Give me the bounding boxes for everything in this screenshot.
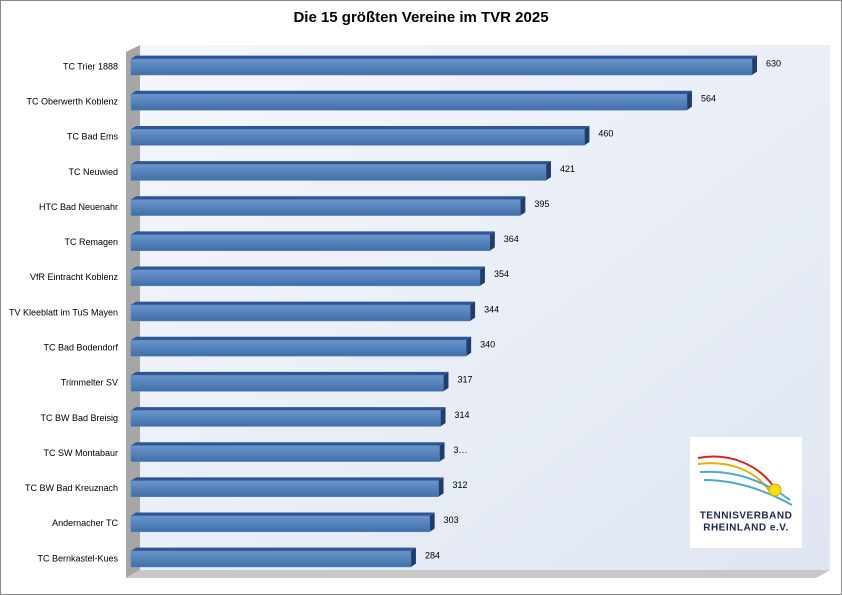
bars: TC Trier 1888 630 TC Oberwerth Koblenz 564 T…	[9, 55, 781, 568]
category-label: TC Trier 1888	[63, 61, 118, 71]
category-label: TC BW Bad Kreuznach	[25, 483, 118, 493]
floor	[126, 570, 830, 578]
bar-side	[410, 547, 416, 567]
category-label: TV Kleeblatt im TuS Mayen	[9, 307, 118, 317]
bar	[130, 515, 430, 533]
bar-top	[131, 512, 435, 516]
bar-top	[131, 161, 551, 165]
bar	[130, 93, 688, 111]
bar-side	[520, 196, 526, 216]
bar	[130, 550, 412, 568]
category-label: TC Bad Bodendorf	[43, 342, 118, 352]
value-label: 395	[534, 199, 549, 209]
logo-text: TENNISVERBAND	[700, 511, 793, 522]
bar-side	[584, 125, 590, 146]
value-label: 3…	[454, 445, 468, 455]
value-label: 303	[444, 515, 459, 525]
bar	[130, 269, 481, 287]
bar-side	[686, 90, 692, 111]
category-label: TC Remagen	[64, 237, 118, 247]
value-label: 364	[504, 234, 519, 244]
logo-box	[690, 437, 802, 548]
bar	[130, 164, 547, 181]
bar-side	[479, 266, 485, 286]
bar	[130, 375, 444, 392]
bar-top	[131, 547, 416, 551]
value-label: 340	[480, 339, 495, 349]
bar-top	[131, 336, 472, 341]
category-label: TC Oberwerth Koblenz	[26, 97, 118, 107]
category-label: HTC Bad Neuenahr	[39, 202, 118, 212]
bar-top	[131, 55, 757, 59]
category-label: Trimmelter SV	[61, 378, 118, 388]
bar-top	[131, 371, 449, 376]
bar-side	[752, 55, 757, 75]
bar	[130, 234, 491, 251]
bar-top	[131, 407, 446, 411]
value-label: 421	[560, 164, 575, 174]
bar-side	[439, 442, 445, 462]
logo-text: RHEINLAND e.V.	[703, 523, 789, 534]
value-label: 312	[453, 480, 468, 490]
bar-side	[470, 301, 476, 321]
bar	[130, 304, 471, 322]
value-label: 284	[425, 550, 440, 560]
bar-top	[131, 125, 590, 130]
bar-top	[131, 90, 692, 95]
bar-side	[489, 231, 495, 251]
category-label: TC Bernkastel-Kues	[37, 553, 118, 563]
bar	[130, 339, 467, 357]
bar-side	[545, 161, 551, 181]
value-label: 317	[457, 375, 472, 385]
logo-swoosh	[697, 455, 777, 491]
value-label: 344	[484, 304, 499, 314]
bar-top	[131, 477, 444, 481]
category-label: VfR Eintracht Koblenz	[30, 272, 119, 282]
category-label: TC SW Montabaur	[43, 448, 118, 458]
bar-side	[440, 407, 446, 427]
bar-top	[131, 231, 495, 235]
bar-top	[131, 442, 445, 446]
value-label: 460	[598, 129, 613, 139]
logo-ball	[768, 483, 782, 497]
bar-side	[429, 512, 435, 532]
value-label: 354	[494, 269, 509, 279]
value-label: 314	[455, 410, 470, 420]
bar-top	[131, 266, 485, 270]
category-label: TC Bad Ems	[67, 132, 119, 142]
value-label: 564	[701, 94, 716, 104]
category-label: TC Neuwied	[68, 167, 118, 177]
category-label: TC BW Bad Breisig	[40, 413, 118, 423]
bar-top	[131, 301, 476, 305]
bar-side	[438, 477, 444, 497]
bar	[130, 480, 439, 497]
bar	[130, 445, 440, 462]
bar-top	[131, 196, 526, 200]
category-label: Andernacher TC	[52, 518, 118, 528]
bar	[130, 199, 521, 216]
logo-swoosh	[699, 470, 793, 506]
bar-side	[466, 336, 472, 357]
bar	[130, 129, 585, 146]
bar-side	[443, 371, 449, 392]
bar	[130, 410, 441, 427]
bar	[130, 58, 753, 76]
value-label: 630	[766, 58, 781, 68]
chart-title: Die 15 größten Vereine im TVR 2025	[293, 9, 548, 26]
